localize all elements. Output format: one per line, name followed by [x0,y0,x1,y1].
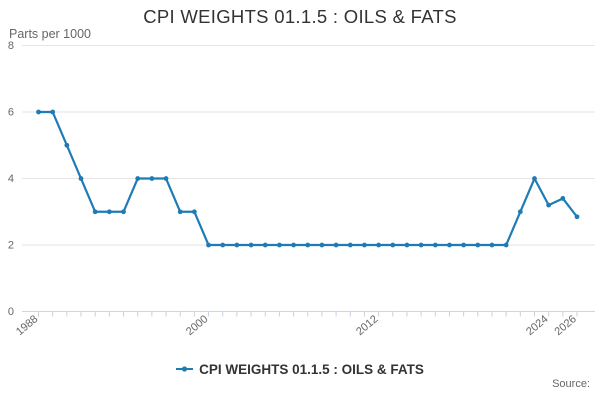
svg-text:2024: 2024 [524,313,550,338]
svg-text:8: 8 [8,40,14,52]
svg-text:6: 6 [8,107,14,119]
svg-text:2026: 2026 [552,313,578,338]
svg-text:1988: 1988 [14,313,40,338]
svg-text:4: 4 [8,173,14,185]
svg-text:2: 2 [8,240,14,252]
svg-text:2012: 2012 [354,313,380,338]
svg-text:0: 0 [8,306,14,318]
svg-text:2000: 2000 [184,313,210,338]
